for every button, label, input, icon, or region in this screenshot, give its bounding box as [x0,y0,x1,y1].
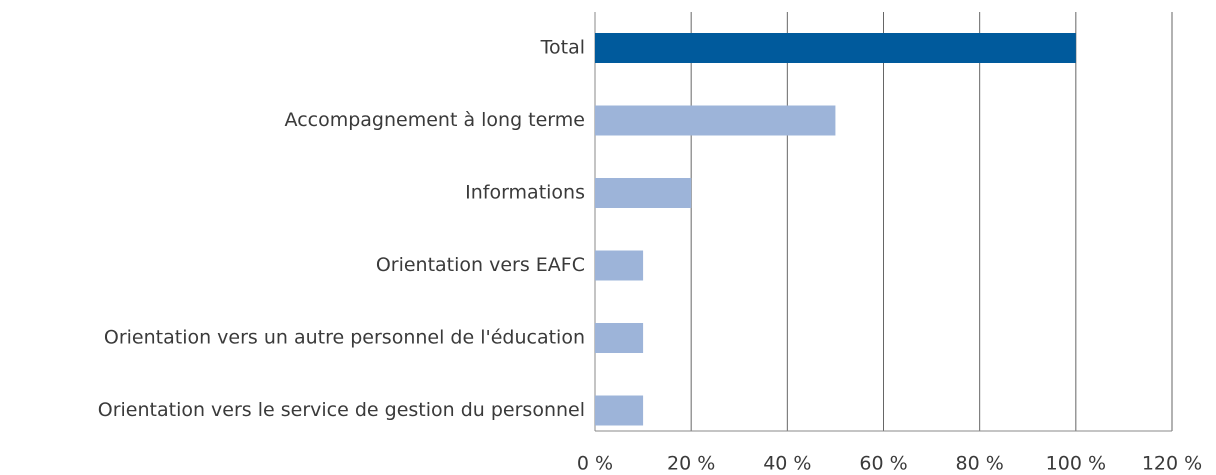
x-tick-label: 80 % [956,453,1004,475]
y-tick-label: Informations [465,182,585,204]
bar [595,178,692,208]
y-tick-label: Orientation vers un autre personnel de l… [104,327,585,349]
bar [595,250,644,281]
bar [595,105,836,136]
y-tick-label: Orientation vers le service de gestion d… [98,399,585,421]
y-tick-label: Total [540,37,585,59]
x-tick-label: 60 % [859,453,907,475]
y-tick-label: Orientation vers EAFC [376,254,585,276]
bar [595,323,644,353]
x-tick-label: 20 % [667,453,715,475]
x-tick-label: 100 % [1046,453,1106,475]
x-tick-label: 40 % [763,453,811,475]
bar [595,395,644,426]
x-tick-label: 0 % [577,453,613,475]
y-tick-label: Accompagnement à long terme [285,109,585,131]
bar [595,33,1076,63]
x-tick-label: 120 % [1142,453,1202,475]
